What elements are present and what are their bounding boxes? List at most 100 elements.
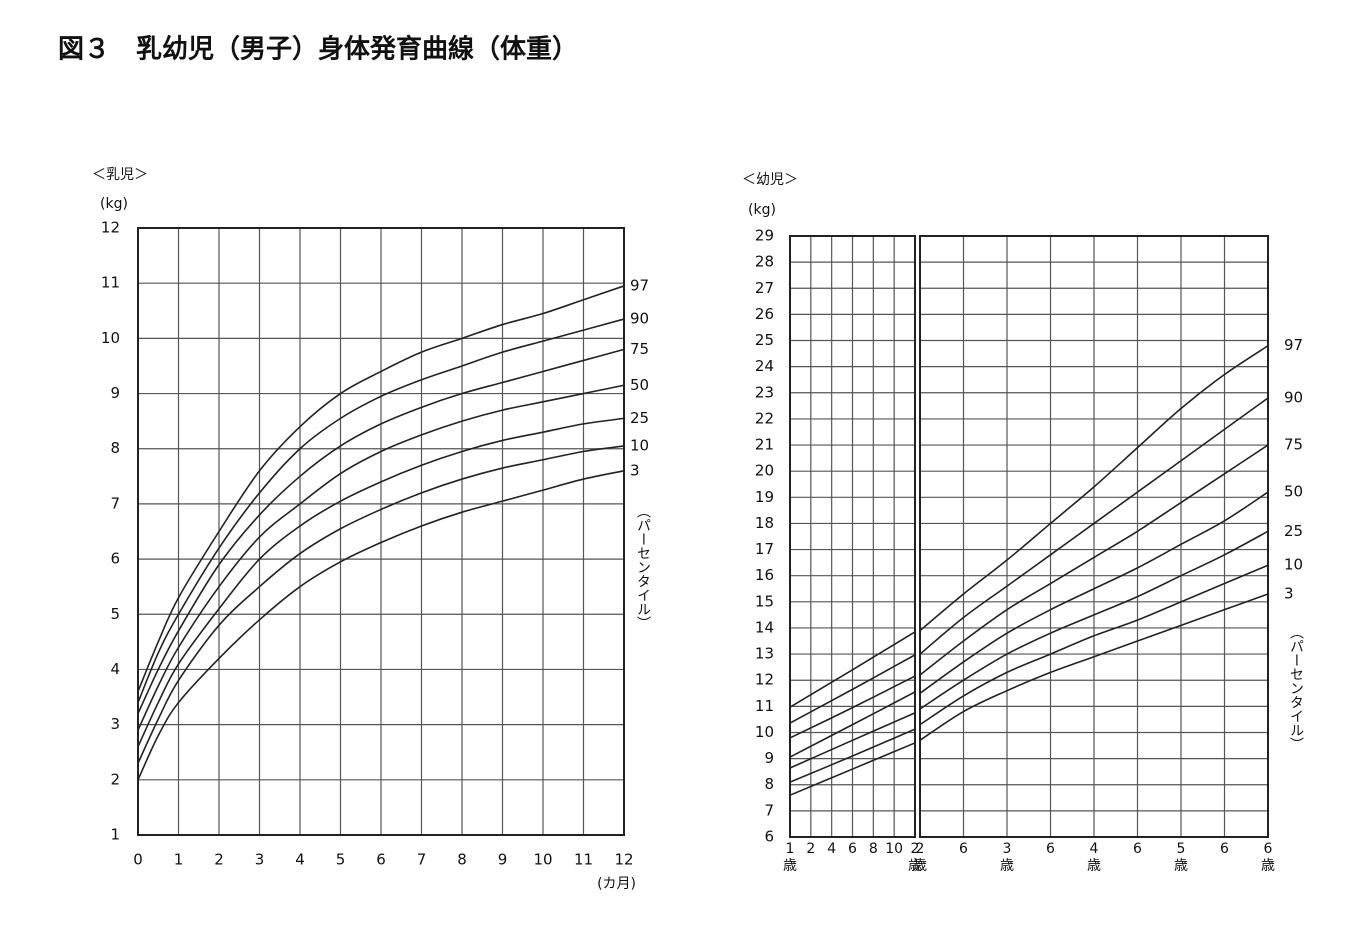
growth-curve bbox=[789, 654, 916, 724]
growth-curve bbox=[789, 728, 916, 783]
x-tick-label: 6 bbox=[959, 841, 968, 857]
x-axis-label: (カ月) bbox=[597, 876, 636, 892]
plot-frame bbox=[789, 235, 916, 838]
growth-curve bbox=[919, 530, 1269, 710]
growth-curve bbox=[919, 345, 1269, 632]
growth-curve bbox=[789, 631, 916, 708]
growth-curve bbox=[919, 593, 1269, 741]
y-tick-label: 15 bbox=[755, 592, 774, 610]
growth-curve bbox=[137, 384, 625, 731]
y-axis-label: (kg) bbox=[748, 202, 776, 218]
y-tick-label: 9 bbox=[764, 749, 774, 767]
x-tick-label: 10 bbox=[885, 841, 903, 857]
growth-curve bbox=[137, 417, 625, 748]
y-tick-label: 12 bbox=[755, 671, 774, 689]
x-tick-label: 6 bbox=[1133, 841, 1142, 857]
plot-frame bbox=[137, 227, 625, 836]
x-tick-label: 0 bbox=[133, 851, 143, 869]
y-tick-label: 10 bbox=[101, 329, 120, 347]
chart-title: ＜幼児＞ bbox=[742, 172, 798, 188]
y-tick-label: 12 bbox=[101, 219, 120, 237]
x-tick-label: 8 bbox=[869, 841, 878, 857]
series-axis-label: （パーセンタイル） bbox=[1288, 625, 1304, 751]
y-tick-label: 28 bbox=[755, 253, 774, 271]
growth-curve bbox=[789, 742, 916, 796]
x-tick-label: 9 bbox=[498, 851, 508, 869]
growth-curve bbox=[137, 285, 625, 692]
x-tick-label: 4 bbox=[295, 851, 305, 869]
series-label: 3 bbox=[630, 461, 640, 479]
y-tick-label: 23 bbox=[755, 383, 774, 401]
growth-curve bbox=[137, 445, 625, 764]
y-tick-label: 11 bbox=[101, 274, 120, 292]
series-label: 50 bbox=[630, 376, 649, 394]
y-tick-label: 6 bbox=[110, 550, 120, 568]
y-tick-label: 9 bbox=[110, 384, 120, 402]
y-tick-label: 19 bbox=[755, 488, 774, 506]
growth-curve bbox=[919, 564, 1269, 726]
y-tick-label: 17 bbox=[755, 540, 774, 558]
y-tick-label: 7 bbox=[110, 494, 120, 512]
y-tick-label: 10 bbox=[755, 723, 774, 741]
y-axis-label: (kg) bbox=[100, 196, 128, 212]
x-tick-label: 11 bbox=[574, 851, 593, 869]
y-tick-label: 22 bbox=[755, 409, 774, 427]
series-label: 25 bbox=[1284, 522, 1303, 540]
growth-curve bbox=[789, 691, 916, 758]
x-tick-label: 6 bbox=[848, 841, 857, 857]
y-tick-label: 14 bbox=[755, 618, 774, 636]
page-title: 図３ 乳幼児（男子）身体発育曲線（体重） bbox=[58, 34, 578, 65]
x-tick-label: 3 bbox=[255, 851, 265, 869]
x-tick-label: 4 bbox=[827, 841, 836, 857]
series-label: 97 bbox=[1284, 336, 1303, 354]
series-label: 3 bbox=[1284, 584, 1294, 602]
y-tick-label: 8 bbox=[110, 439, 120, 457]
x-tick-label: 1 bbox=[174, 851, 184, 869]
x-tick-label: 6 bbox=[1046, 841, 1055, 857]
x-tick-label: 6 bbox=[1220, 841, 1229, 857]
x-tick-label: 2 bbox=[214, 851, 224, 869]
growth-curve bbox=[789, 712, 916, 769]
growth-curve bbox=[919, 397, 1269, 655]
series-label: 25 bbox=[630, 409, 649, 427]
x-tick-label: 8 bbox=[457, 851, 467, 869]
y-tick-label: 26 bbox=[755, 305, 774, 323]
y-tick-label: 11 bbox=[755, 697, 774, 715]
growth-curve bbox=[789, 675, 916, 739]
y-tick-label: 1 bbox=[110, 826, 120, 844]
series-label: 90 bbox=[1284, 389, 1303, 407]
y-tick-label: 20 bbox=[755, 462, 774, 480]
x-tick-label: 6 bbox=[376, 851, 386, 869]
y-tick-label: 16 bbox=[755, 566, 774, 584]
y-tick-label: 25 bbox=[755, 331, 774, 349]
y-tick-label: 4 bbox=[110, 660, 120, 678]
x-tick-label: 5 bbox=[336, 851, 346, 869]
y-tick-label: 8 bbox=[764, 775, 774, 793]
y-tick-label: 13 bbox=[755, 645, 774, 663]
growth-curve bbox=[137, 348, 625, 714]
y-tick-label: 21 bbox=[755, 436, 774, 454]
y-tick-label: 3 bbox=[110, 715, 120, 733]
series-label: 10 bbox=[1284, 556, 1303, 574]
y-tick-label: 7 bbox=[764, 801, 774, 819]
series-label: 75 bbox=[1284, 436, 1303, 454]
series-label: 97 bbox=[630, 276, 649, 294]
y-tick-label: 2 bbox=[110, 770, 120, 788]
y-tick-label: 29 bbox=[755, 227, 774, 245]
growth-curve bbox=[137, 318, 625, 703]
y-tick-label: 5 bbox=[110, 605, 120, 623]
growth-curve bbox=[919, 491, 1269, 694]
series-label: 90 bbox=[630, 310, 649, 328]
chart-title: ＜乳児＞ bbox=[92, 167, 148, 183]
growth-curve bbox=[919, 444, 1269, 676]
plot-frame bbox=[919, 235, 1269, 838]
growth-curve bbox=[137, 470, 625, 781]
